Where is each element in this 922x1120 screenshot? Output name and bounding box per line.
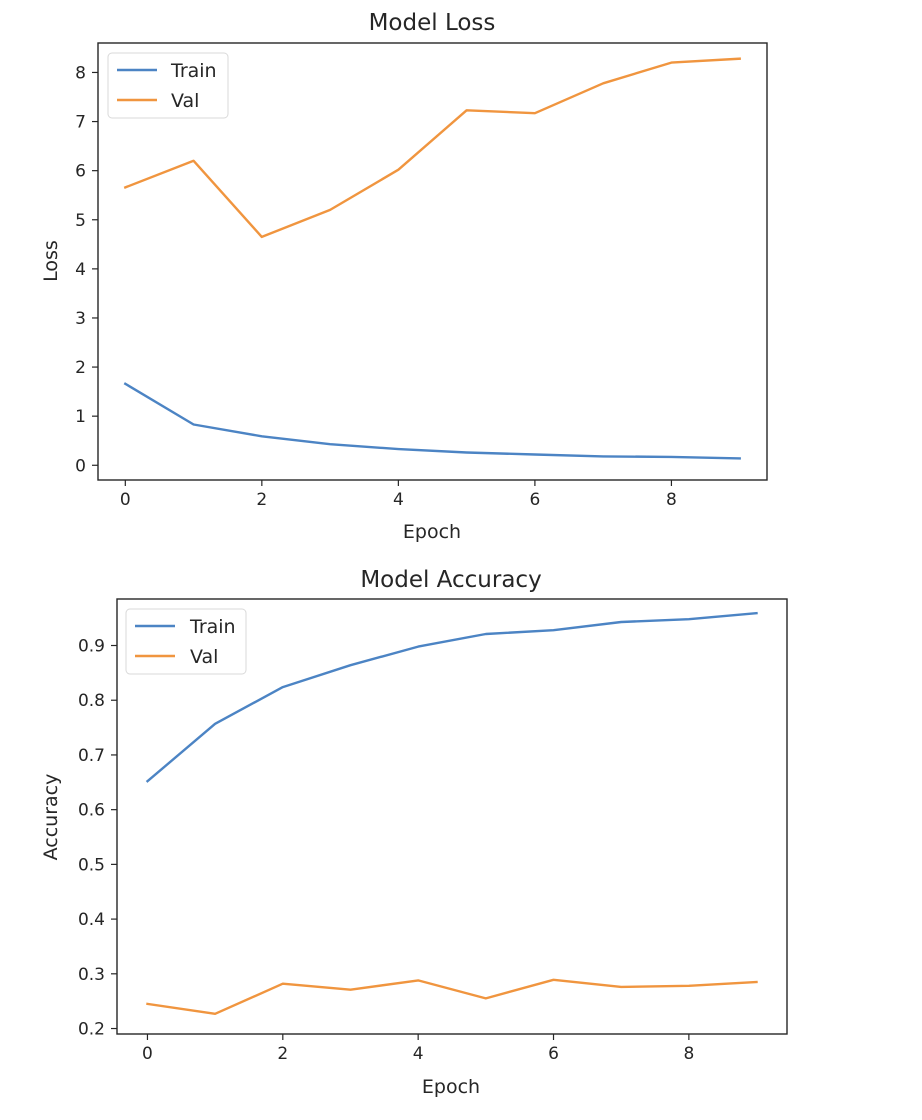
accuracy-chart: Model Accuracy Epoch Accuracy 0 2 4 6 8 0.2 0.… [40, 567, 788, 1098]
x-tick-label: 4 [413, 1044, 424, 1064]
x-tick-label: 2 [277, 1044, 288, 1064]
ticks-group: 0 2 4 6 8 0 1 2 3 4 5 6 7 8 [75, 63, 677, 510]
legend-label-train: Train [170, 60, 217, 82]
y-tick-label: 1 [75, 407, 86, 427]
y-tick-label: 0.8 [78, 691, 105, 711]
legend: Train Val [125, 608, 247, 675]
series-line-val [146, 978, 758, 1015]
y-tick-label: 0.3 [78, 965, 105, 985]
y-tick-label: 7 [75, 113, 86, 133]
plot-frame [116, 598, 788, 1035]
y-tick-label: 0.2 [78, 1020, 105, 1040]
plot-frame [97, 42, 768, 481]
chart-title: Model Accuracy [360, 567, 541, 593]
y-tick-label: 4 [75, 260, 86, 280]
x-tick-label: 0 [142, 1044, 153, 1064]
series-group [123, 57, 741, 460]
y-tick-label: 6 [75, 162, 86, 182]
y-tick-label: 0.5 [78, 855, 105, 875]
series-line-val [123, 57, 741, 239]
x-axis-label: Epoch [403, 521, 461, 543]
y-tick-label: 0.7 [78, 746, 105, 766]
loss-chart: Model Loss Epoch Loss 0 2 4 6 8 0 1 2 3 4 5 6 7 8 Tra… [40, 10, 768, 543]
x-tick-label: 2 [256, 490, 267, 510]
y-tick-label: 2 [75, 358, 86, 378]
legend: Train Val [107, 52, 229, 119]
x-tick-label: 6 [529, 490, 540, 510]
x-tick-label: 8 [666, 490, 677, 510]
x-tick-label: 4 [393, 490, 404, 510]
series-group [145, 611, 758, 1015]
y-tick-label: 0.6 [78, 801, 105, 821]
y-tick-label: 0.9 [78, 637, 105, 657]
x-axis-label: Epoch [422, 1076, 480, 1098]
legend-label-val: Val [171, 90, 199, 112]
series-line-train [145, 611, 758, 783]
y-tick-label: 0 [75, 456, 86, 476]
y-tick-label: 5 [75, 211, 86, 231]
legend-label-val: Val [190, 646, 218, 668]
y-tick-label: 0.4 [78, 910, 105, 930]
y-axis-label: Loss [40, 240, 62, 282]
legend-label-train: Train [189, 616, 236, 638]
y-axis-label: Accuracy [40, 774, 62, 861]
y-tick-label: 8 [75, 63, 86, 83]
x-tick-label: 8 [683, 1044, 694, 1064]
ticks-group: 0 2 4 6 8 0.2 0.3 0.4 0.5 0.6 0.7 0.8 0.9 [78, 637, 694, 1064]
series-line-train [123, 382, 741, 460]
y-tick-label: 3 [75, 309, 86, 329]
chart-title: Model Loss [369, 10, 496, 36]
x-tick-label: 6 [548, 1044, 559, 1064]
x-tick-label: 0 [120, 490, 131, 510]
